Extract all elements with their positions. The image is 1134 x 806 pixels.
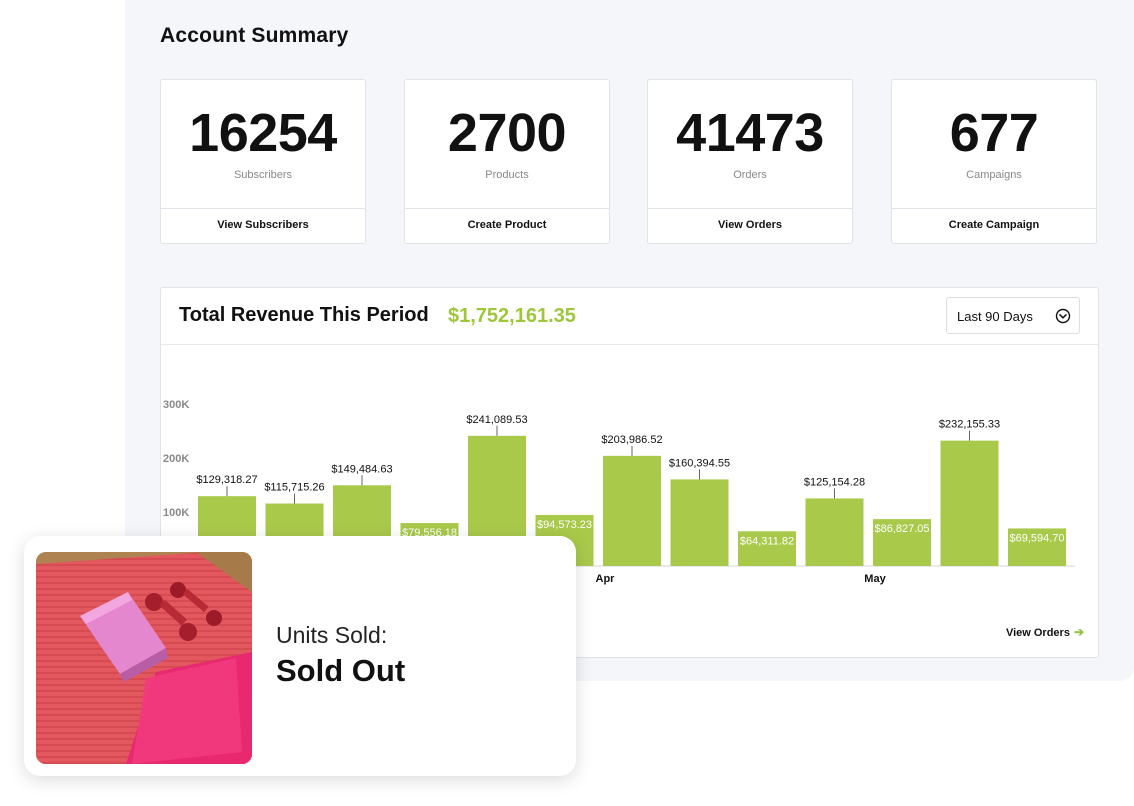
bar-value-label: $86,827.05 [874, 523, 929, 535]
arrow-right-icon: ➔ [1073, 625, 1084, 639]
x-axis-label: Apr [596, 573, 616, 585]
bar-value-label: $160,394.55 [669, 457, 730, 469]
revenue-bar[interactable] [603, 455, 661, 566]
view-subscribers-button[interactable]: View Subscribers [161, 208, 365, 243]
stat-card-products: 2700 Products Create Product [404, 79, 610, 244]
bar-value-label: $203,986.52 [601, 434, 662, 446]
stat-card-orders: 41473 Orders View Orders [647, 79, 853, 244]
bar-value-label: $115,715.26 [264, 482, 324, 494]
units-sold-card: Units Sold: Sold Out [24, 536, 576, 776]
x-axis-label: May [864, 573, 886, 585]
stat-card-campaigns: 677 Campaigns Create Campaign [891, 79, 1097, 244]
stat-value: 41473 [676, 103, 824, 163]
y-tick-label: 300K [163, 399, 189, 411]
revenue-bar[interactable] [738, 531, 796, 566]
y-tick-label: 100K [163, 507, 189, 519]
bar-value-label: $69,594.70 [1009, 532, 1064, 544]
bar-value-label: $129,318.27 [196, 474, 257, 486]
view-orders-label: View Orders [1005, 627, 1070, 639]
bar-value-label: $232,155.33 [939, 419, 1000, 431]
units-sold-label: Units Sold: [276, 622, 388, 648]
page-title: Account Summary [160, 24, 349, 47]
view-orders-link[interactable]: View Orders ➔ [1006, 625, 1084, 639]
revenue-bar[interactable] [1008, 528, 1066, 566]
chevron-down-icon [1055, 308, 1071, 324]
units-sold-value: Sold Out [276, 653, 406, 688]
stat-value: 16254 [189, 103, 337, 163]
bar-value-label: $64,311.82 [740, 535, 794, 547]
create-product-button[interactable]: Create Product [405, 208, 609, 243]
bar-value-label: $241,089.53 [466, 414, 527, 426]
bar-value-label: $125,154.28 [804, 476, 865, 488]
revenue-bar[interactable] [940, 440, 999, 566]
revenue-bar[interactable] [670, 479, 729, 566]
revenue-bar[interactable] [805, 498, 864, 566]
bar-value-label: $94,573.23 [537, 519, 592, 531]
stat-label: Campaigns [966, 169, 1022, 181]
y-tick-label: 200K [163, 453, 189, 465]
stat-label: Products [485, 169, 529, 181]
bar-value-label: $149,484.63 [331, 463, 392, 475]
date-range-label: Last 90 Days [957, 309, 1033, 324]
stat-card-subscribers: 16254 Subscribers View Subscribers [160, 79, 366, 244]
revenue-total: $1,752,161.35 [448, 305, 576, 327]
create-campaign-button[interactable]: Create Campaign [892, 208, 1096, 243]
view-orders-button[interactable]: View Orders [648, 208, 852, 243]
date-range-select[interactable]: Last 90 Days [946, 297, 1080, 334]
revenue-bar[interactable] [873, 519, 931, 566]
stat-value: 2700 [447, 103, 567, 163]
stat-label: Subscribers [233, 169, 293, 181]
revenue-title: Total Revenue This Period [179, 304, 429, 326]
revenue-header: Total Revenue This Period $1,752,161.35 … [161, 288, 1098, 345]
product-photo [36, 552, 252, 764]
stat-value: 677 [949, 103, 1039, 163]
stat-label: Orders [733, 169, 767, 181]
